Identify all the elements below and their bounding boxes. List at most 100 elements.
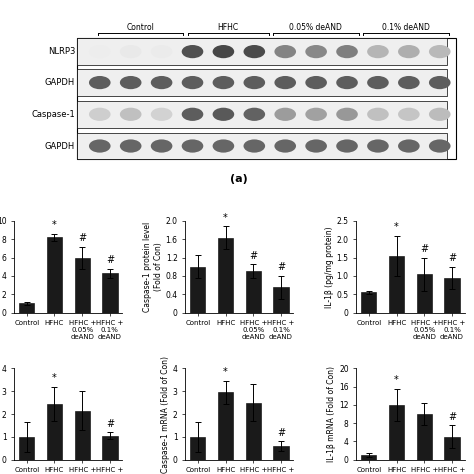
Ellipse shape [182,108,203,121]
Text: *: * [394,222,399,232]
Text: *: * [52,373,57,383]
Ellipse shape [213,45,234,58]
Bar [19,303,35,312]
Bar [190,437,205,460]
Text: #: # [106,255,114,265]
Bar [246,271,261,312]
Ellipse shape [120,139,142,153]
Bar [273,287,289,312]
Ellipse shape [120,45,142,58]
Bar [218,238,233,312]
Ellipse shape [398,76,419,89]
Ellipse shape [89,45,110,58]
Bar [218,392,233,460]
FancyBboxPatch shape [77,101,447,128]
Ellipse shape [120,76,142,89]
Ellipse shape [89,76,110,89]
Ellipse shape [305,76,327,89]
Text: Control: Control [127,23,154,32]
Text: (b): (b) [59,369,77,379]
Ellipse shape [274,108,296,121]
Ellipse shape [398,45,419,58]
Ellipse shape [89,108,110,121]
Text: #: # [106,419,114,428]
Ellipse shape [120,108,142,121]
Text: #: # [448,412,456,422]
Text: GAPDH: GAPDH [45,78,75,87]
Ellipse shape [398,108,419,121]
FancyBboxPatch shape [77,38,447,65]
Bar [389,405,404,460]
Bar [444,437,460,460]
Text: (c): (c) [231,369,248,379]
Ellipse shape [244,76,265,89]
Text: 0.05% deAND: 0.05% deAND [290,23,342,32]
Text: Caspase-1: Caspase-1 [31,110,75,119]
Ellipse shape [336,108,358,121]
Bar [74,257,90,312]
Text: #: # [249,251,257,261]
Ellipse shape [151,139,173,153]
Text: HFHC: HFHC [218,23,239,32]
Ellipse shape [151,108,173,121]
Text: #: # [448,253,456,263]
Ellipse shape [398,139,419,153]
Text: #: # [420,244,428,254]
Ellipse shape [336,139,358,153]
Ellipse shape [305,108,327,121]
Ellipse shape [274,139,296,153]
Text: NLRP3: NLRP3 [47,47,75,56]
Ellipse shape [89,139,110,153]
Text: *: * [223,367,228,377]
Ellipse shape [429,108,451,121]
Text: *: * [394,375,399,385]
Ellipse shape [367,76,389,89]
Text: #: # [277,428,285,438]
Ellipse shape [367,108,389,121]
Bar [74,410,90,460]
Bar [417,414,432,460]
Ellipse shape [305,139,327,153]
Ellipse shape [213,108,234,121]
Y-axis label: Caspase-1 mRNA (Fold of Con): Caspase-1 mRNA (Fold of Con) [161,356,170,473]
Ellipse shape [274,45,296,58]
Text: GAPDH: GAPDH [45,142,75,151]
FancyBboxPatch shape [77,133,447,159]
Y-axis label: IL-1β mRNA (Fold of Con): IL-1β mRNA (Fold of Con) [327,366,336,462]
Bar [361,292,376,312]
FancyBboxPatch shape [77,69,447,96]
Text: *: * [52,220,57,230]
Ellipse shape [429,76,451,89]
Text: *: * [223,213,228,223]
Bar [444,278,460,312]
Y-axis label: Caspase-1 protein level
(Fold of Con): Caspase-1 protein level (Fold of Con) [143,222,163,312]
Bar [102,436,118,460]
Bar [246,402,261,460]
Ellipse shape [336,45,358,58]
Ellipse shape [182,76,203,89]
Ellipse shape [336,76,358,89]
Ellipse shape [213,76,234,89]
Text: 0.1% deAND: 0.1% deAND [382,23,430,32]
Bar [389,256,404,312]
Text: #: # [78,233,86,243]
Ellipse shape [244,139,265,153]
Ellipse shape [429,45,451,58]
Ellipse shape [182,45,203,58]
Ellipse shape [213,139,234,153]
Ellipse shape [429,139,451,153]
Text: (a): (a) [230,174,248,184]
Bar [417,274,432,312]
Y-axis label: IL-1β (pg/mg protein): IL-1β (pg/mg protein) [325,226,334,308]
Text: (d): (d) [401,369,419,379]
Ellipse shape [367,139,389,153]
Text: #: # [277,262,285,272]
Ellipse shape [274,76,296,89]
Ellipse shape [151,45,173,58]
Ellipse shape [305,45,327,58]
Ellipse shape [367,45,389,58]
Ellipse shape [244,108,265,121]
FancyBboxPatch shape [77,38,456,159]
Bar [102,273,118,312]
Bar [273,446,289,460]
